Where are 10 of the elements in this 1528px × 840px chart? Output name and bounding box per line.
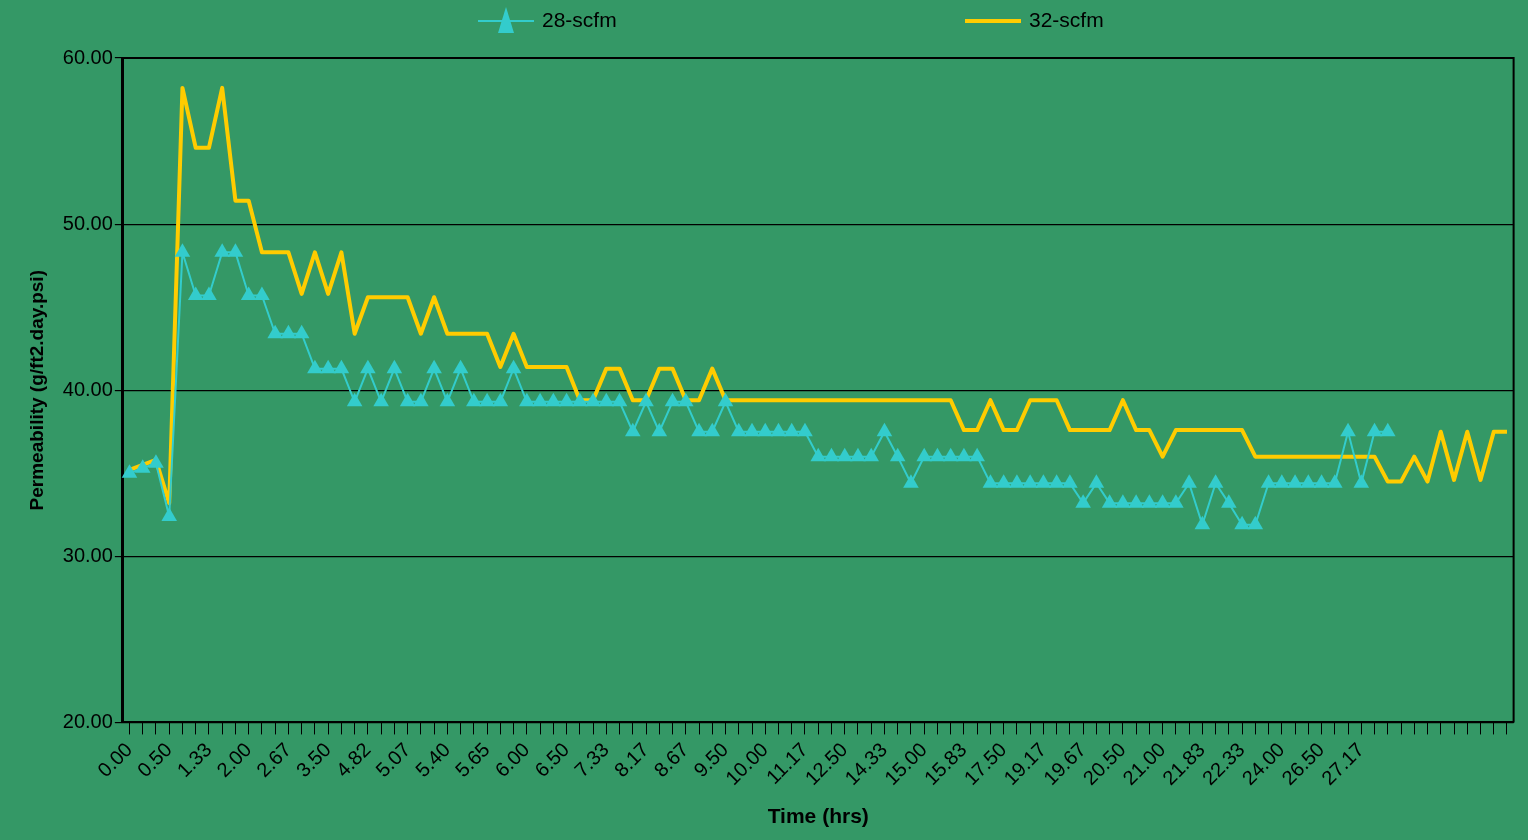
legend-label: 32-scfm	[1029, 7, 1104, 31]
y-axis-title: Permeability (g/ft2.day.psi)	[25, 270, 47, 511]
y-tick-label: 30.00	[62, 543, 113, 566]
y-tick-label: 40.00	[62, 377, 113, 400]
legend-label: 28-scfm	[542, 7, 617, 31]
x-axis-title: Time (hrs)	[767, 804, 869, 828]
x-tick-label: 5.40	[411, 738, 455, 782]
y-tick-label: 50.00	[62, 211, 113, 234]
y-tick-label: 60.00	[62, 45, 113, 68]
y-tick-label: 20.00	[62, 709, 113, 732]
